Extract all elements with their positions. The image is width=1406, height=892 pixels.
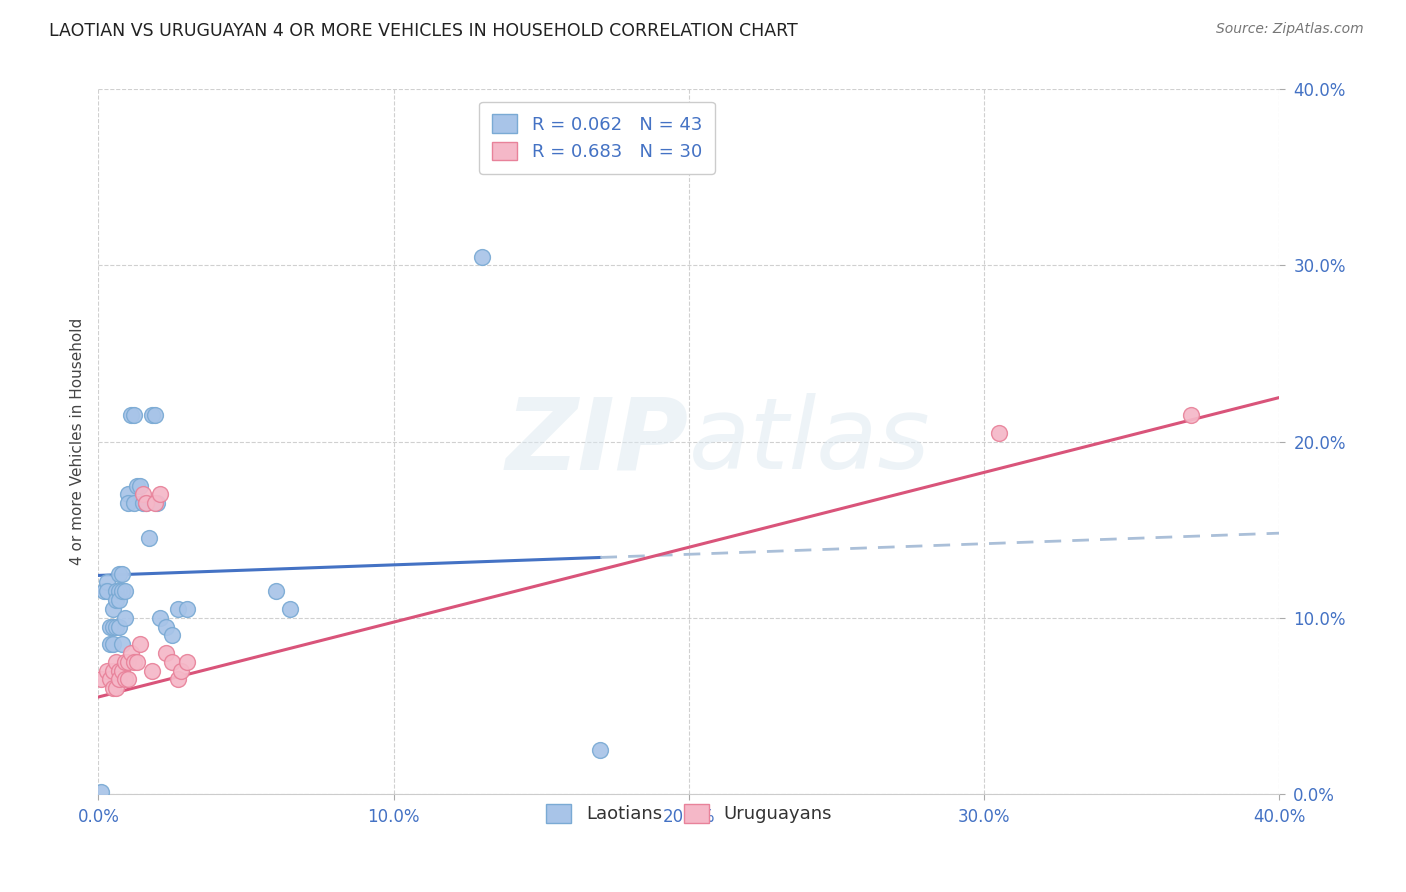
Point <box>122 408 145 422</box>
Point <box>135 496 157 510</box>
Point <box>117 655 139 669</box>
Point <box>146 496 169 510</box>
Point <box>98 619 121 633</box>
Point <box>111 637 134 651</box>
Point <box>135 496 157 510</box>
Point <box>108 593 131 607</box>
Point <box>98 637 121 651</box>
Point <box>93 584 115 599</box>
Point <box>105 655 128 669</box>
Point <box>122 655 145 669</box>
Point <box>162 655 183 669</box>
Point <box>105 584 128 599</box>
Point <box>155 619 177 633</box>
Point <box>132 496 155 510</box>
Point <box>149 487 172 501</box>
Point <box>114 610 136 624</box>
Point <box>96 575 118 590</box>
Point <box>117 487 139 501</box>
Point <box>114 673 136 687</box>
Point <box>176 602 198 616</box>
Point <box>111 566 134 581</box>
Point <box>103 619 125 633</box>
Point <box>108 566 131 581</box>
Point <box>176 655 198 669</box>
Point <box>114 584 136 599</box>
Point <box>141 408 163 422</box>
Point <box>170 664 193 678</box>
Point <box>108 584 131 599</box>
Point <box>103 681 125 696</box>
Point <box>111 664 134 678</box>
Point <box>143 408 166 422</box>
Point <box>103 664 125 678</box>
Point <box>114 655 136 669</box>
Point <box>162 628 183 642</box>
Point <box>264 584 287 599</box>
Point <box>111 584 134 599</box>
Point <box>96 664 118 678</box>
Point <box>125 655 148 669</box>
Point <box>132 487 155 501</box>
Point <box>98 673 121 687</box>
Point <box>96 584 118 599</box>
Point <box>103 637 125 651</box>
Point <box>105 593 128 607</box>
Point <box>122 496 145 510</box>
Point <box>471 250 494 264</box>
Point <box>167 602 190 616</box>
Point <box>128 478 150 492</box>
Legend: Laotians, Uruguayans: Laotians, Uruguayans <box>536 793 842 834</box>
Point <box>125 478 148 492</box>
Text: Source: ZipAtlas.com: Source: ZipAtlas.com <box>1216 22 1364 37</box>
Point <box>280 602 302 616</box>
Point <box>90 673 112 687</box>
Point <box>108 619 131 633</box>
Text: atlas: atlas <box>689 393 931 490</box>
Point <box>988 425 1011 440</box>
Point <box>149 610 172 624</box>
Point <box>108 673 131 687</box>
Point <box>105 619 128 633</box>
Point <box>141 664 163 678</box>
Point <box>105 681 128 696</box>
Point <box>1180 408 1202 422</box>
Text: LAOTIAN VS URUGUAYAN 4 OR MORE VEHICLES IN HOUSEHOLD CORRELATION CHART: LAOTIAN VS URUGUAYAN 4 OR MORE VEHICLES … <box>49 22 799 40</box>
Point <box>167 673 190 687</box>
Point <box>108 664 131 678</box>
Point <box>90 785 112 799</box>
Point <box>120 408 142 422</box>
Y-axis label: 4 or more Vehicles in Household: 4 or more Vehicles in Household <box>69 318 84 566</box>
Point <box>128 637 150 651</box>
Point <box>155 646 177 660</box>
Point <box>117 673 139 687</box>
Text: ZIP: ZIP <box>506 393 689 490</box>
Point <box>138 532 160 546</box>
Point <box>589 743 612 757</box>
Point <box>120 646 142 660</box>
Point <box>143 496 166 510</box>
Point <box>103 602 125 616</box>
Point <box>117 496 139 510</box>
